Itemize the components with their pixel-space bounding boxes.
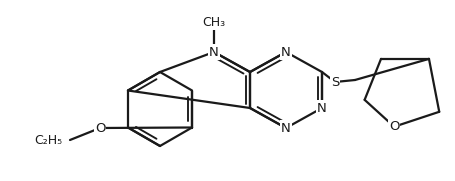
- Text: C₂H₅: C₂H₅: [34, 134, 62, 146]
- Text: CH₃: CH₃: [202, 16, 226, 28]
- Text: S: S: [331, 75, 339, 89]
- Text: O: O: [95, 121, 105, 134]
- Text: N: N: [317, 102, 327, 115]
- Text: N: N: [209, 45, 219, 58]
- Text: O: O: [389, 120, 399, 133]
- Text: N: N: [281, 45, 291, 58]
- Text: N: N: [281, 121, 291, 134]
